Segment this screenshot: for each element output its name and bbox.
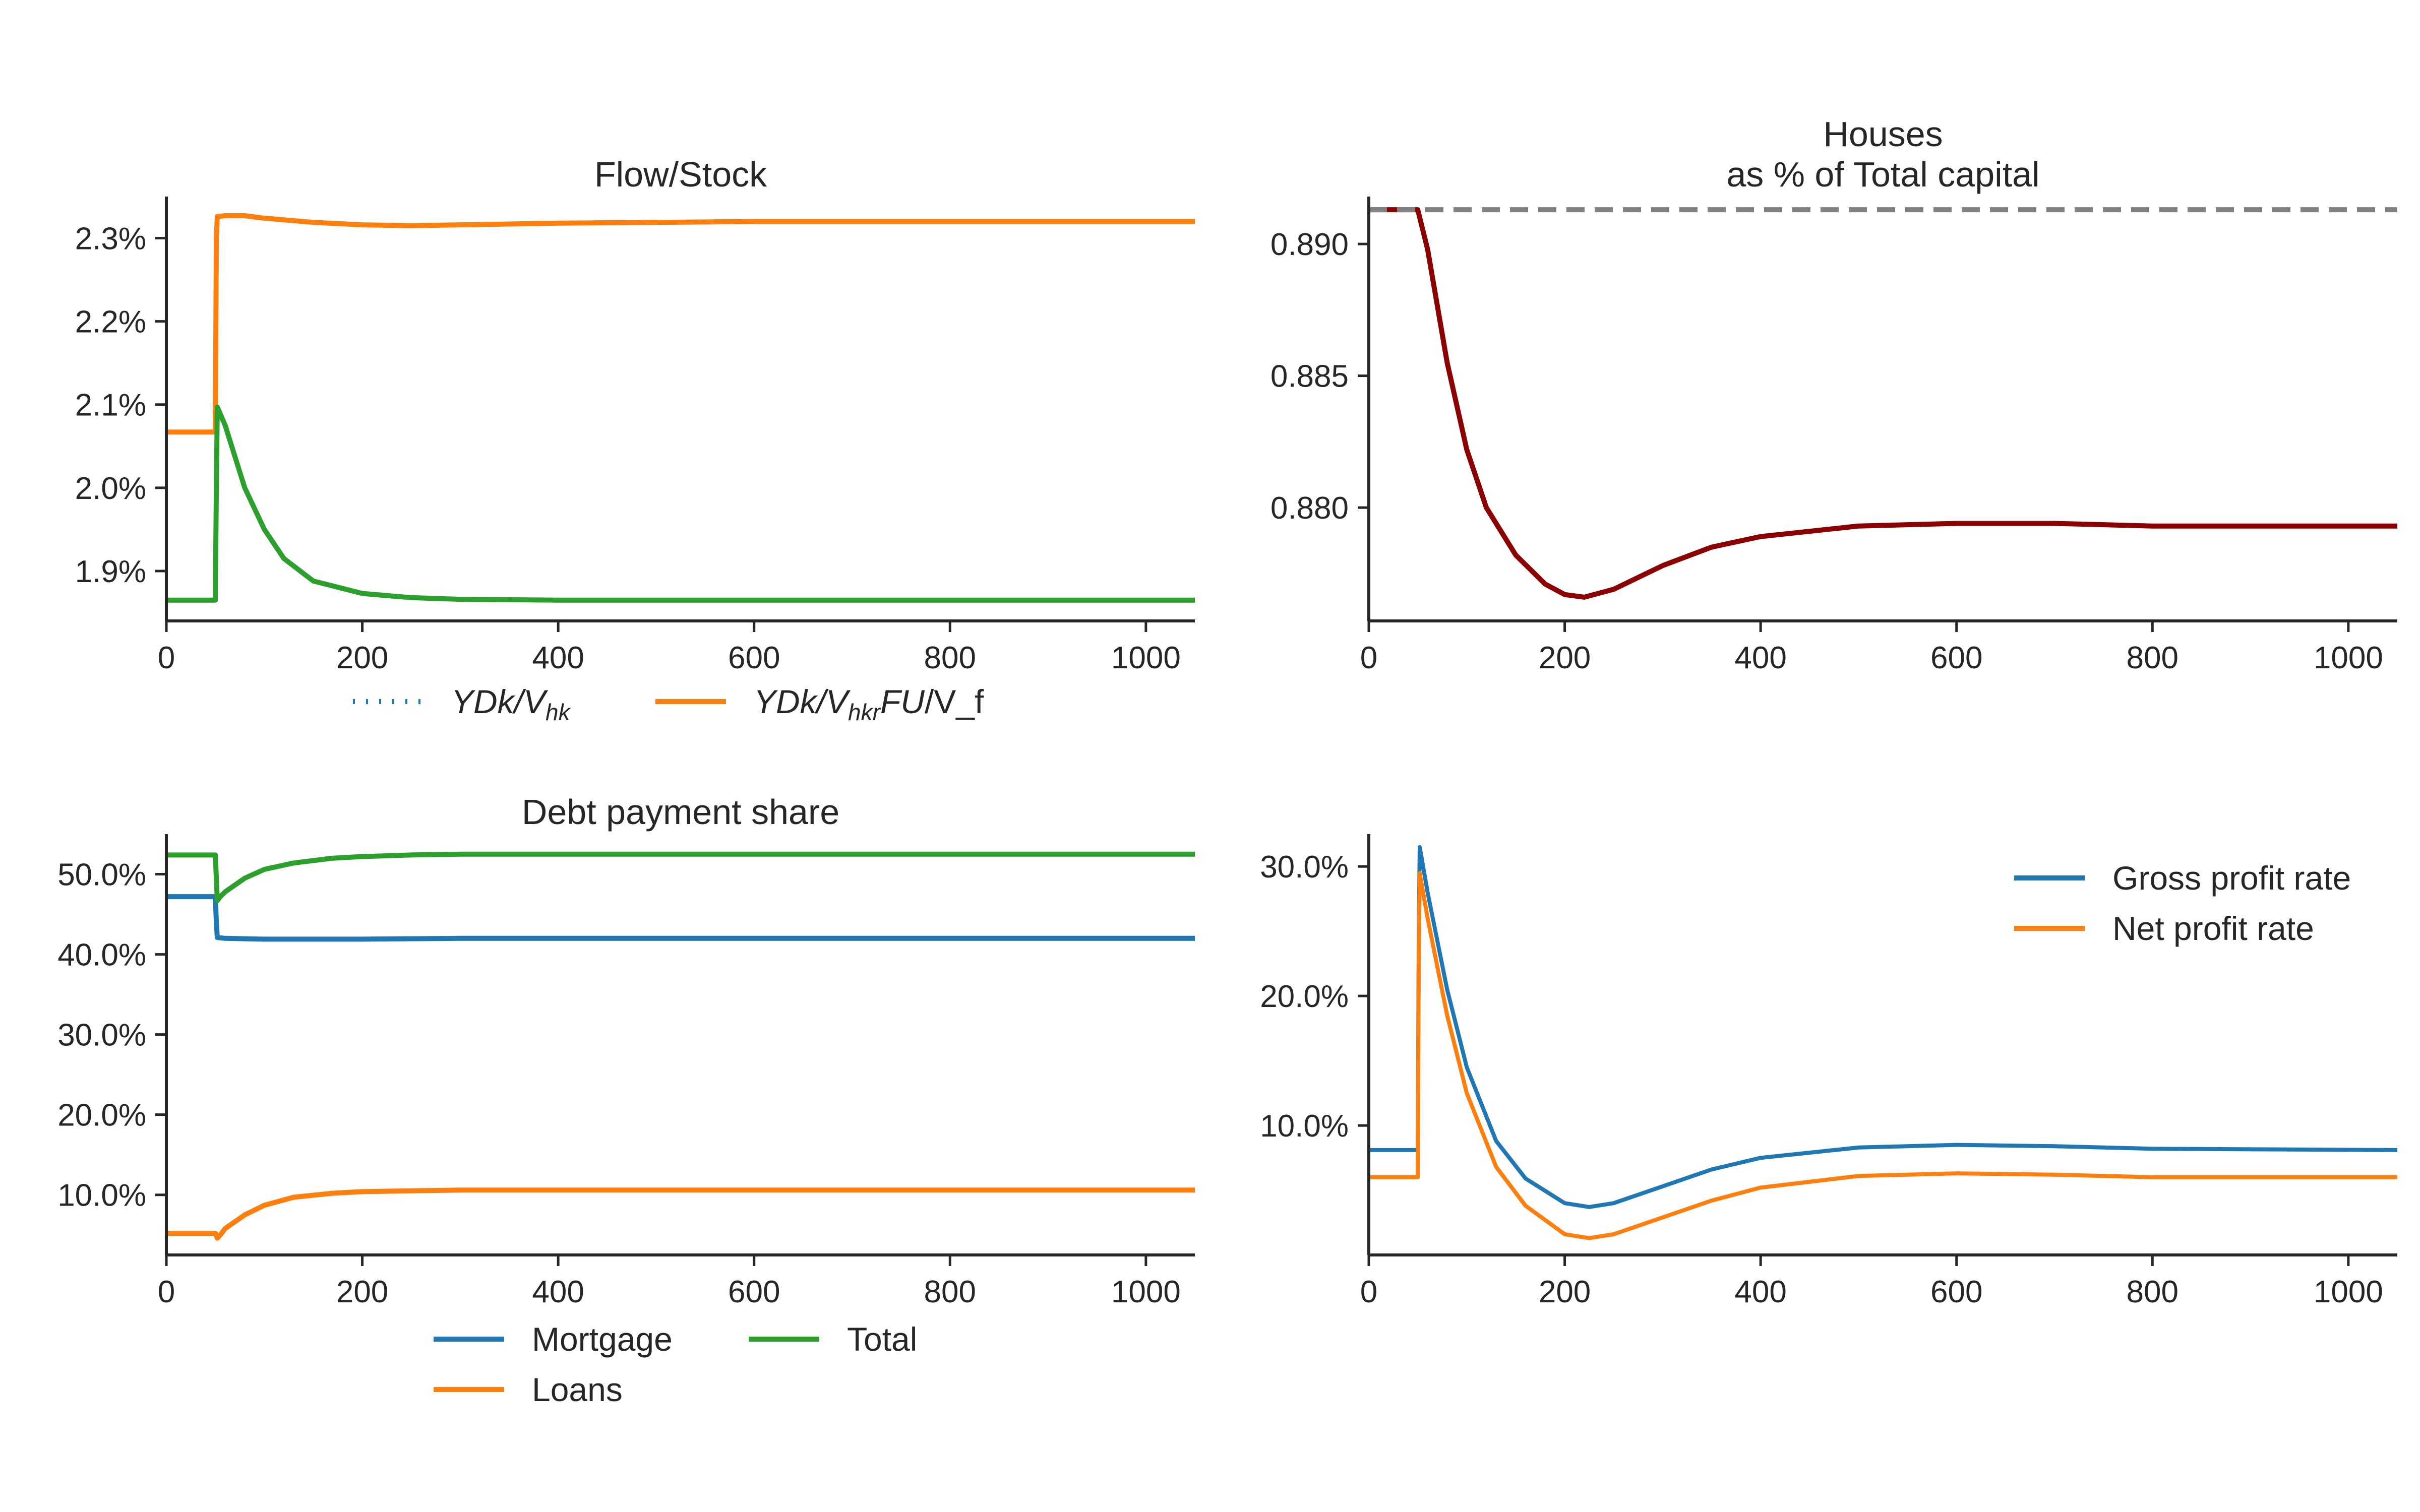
legend-label: YDk/Vhk <box>451 683 571 725</box>
y-tick-label: 50.0% <box>57 858 146 893</box>
y-tick-label: 2.1% <box>75 388 146 423</box>
series-line-s0 <box>1369 207 2397 600</box>
x-tick-label: 200 <box>336 641 388 675</box>
y-tick-label: 0.885 <box>1270 359 1349 394</box>
x-tick-label: 0 <box>1360 641 1377 675</box>
series-line-net-profit-rate <box>1369 871 2397 1240</box>
x-tick-label: 400 <box>532 641 584 675</box>
x-tick-label: 400 <box>532 1275 584 1309</box>
y-tick-label: 30.0% <box>57 1018 146 1053</box>
legend-label: Gross profit rate <box>2112 859 2351 897</box>
x-tick-label: 800 <box>924 1275 976 1309</box>
y-tick-label: 2.0% <box>75 471 146 506</box>
x-tick-label: 1000 <box>1111 641 1181 675</box>
legend-label: Mortgage <box>532 1320 673 1358</box>
chart-title: Flow/Stock <box>594 155 767 194</box>
x-tick-label: 600 <box>728 641 780 675</box>
series-line-loans <box>166 1187 1195 1241</box>
series-line-s2 <box>166 404 1195 603</box>
x-tick-label: 200 <box>1539 641 1591 675</box>
y-tick-label: 20.0% <box>1260 979 1349 1014</box>
x-tick-label: 800 <box>924 641 976 675</box>
chart-debt_payment_share: 0 200 400 600 800 1000 10.0% 20.0% 30.0% 40.0% 50.… <box>57 792 1195 1309</box>
x-tick-label: 200 <box>1539 1275 1591 1309</box>
x-tick-label: 0 <box>1360 1275 1377 1309</box>
legend-profit-rates: Gross profit rate Net profit rate <box>2014 859 2351 947</box>
chart-title: Houses <box>1823 114 1943 154</box>
x-tick-label: 1000 <box>2314 1275 2383 1309</box>
x-tick-label: 0 <box>158 641 175 675</box>
y-tick-label: 1.9% <box>75 554 146 589</box>
x-tick-label: 600 <box>1930 1275 1982 1309</box>
series-line-total <box>166 851 1195 903</box>
x-tick-label: 600 <box>728 1275 780 1309</box>
x-tick-label: 400 <box>1734 641 1786 675</box>
legend-label: Net profit rate <box>2112 910 2314 947</box>
y-tick-label: 40.0% <box>57 938 146 973</box>
y-tick-label: 10.0% <box>1260 1109 1349 1144</box>
y-tick-label: 0.890 <box>1270 227 1349 262</box>
x-tick-label: 400 <box>1734 1275 1786 1309</box>
legend-label: Total <box>847 1320 917 1358</box>
chart-title: Debt payment share <box>522 792 839 832</box>
series-line-gross-profit-rate <box>1369 845 2398 1209</box>
legend-flow-stock: YDk/Vhk YDk/VhkrFU/V_f <box>353 683 984 725</box>
x-tick-label: 1000 <box>1111 1275 1181 1309</box>
y-tick-label: 10.0% <box>57 1178 146 1213</box>
y-tick-label: 0.880 <box>1270 491 1349 526</box>
legend-label: YDk/VhkrFU/V_f <box>754 683 984 725</box>
y-tick-label: 2.3% <box>75 222 146 257</box>
x-tick-label: 800 <box>2127 641 2179 675</box>
series-line-ydk-v-hkrfu-v-f <box>166 213 1195 435</box>
x-tick-label: 600 <box>1930 641 1982 675</box>
x-tick-label: 1000 <box>2314 641 2383 675</box>
legend-debt-payment: Mortgage Loans Total <box>434 1320 917 1408</box>
chart-profit_rates: 0 200 400 600 800 1000 10.0% 20.0% 30.0% <box>1260 834 2398 1309</box>
y-tick-label: 2.2% <box>75 305 146 340</box>
chart-title: as % of Total capital <box>1726 155 2039 194</box>
series-line-mortgage <box>166 894 1195 942</box>
x-tick-label: 0 <box>158 1275 175 1309</box>
chart-flow_stock: 0 200 400 600 800 1000 1.9% 2.0% 2.1% 2.2% 2.3% Flo… <box>75 155 1195 675</box>
y-tick-label: 20.0% <box>57 1098 146 1133</box>
y-tick-label: 30.0% <box>1260 850 1349 885</box>
x-tick-label: 200 <box>336 1275 388 1309</box>
chart-houses_share: 0 200 400 600 800 1000 0.880 0.885 0.890 Housesas… <box>1270 114 2397 675</box>
legend-label: Loans <box>532 1371 623 1408</box>
x-tick-label: 800 <box>2127 1275 2179 1309</box>
